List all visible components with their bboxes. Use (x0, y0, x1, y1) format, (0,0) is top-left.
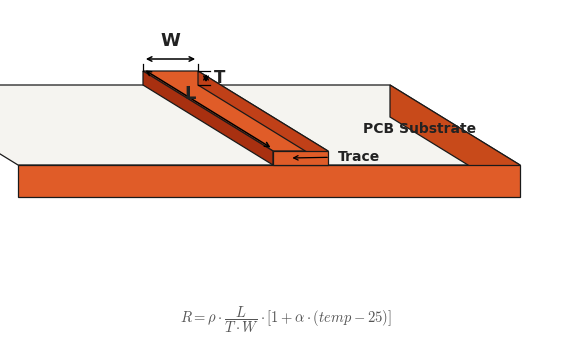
Text: Trace: Trace (338, 149, 380, 163)
Polygon shape (390, 85, 520, 197)
Polygon shape (18, 165, 520, 197)
Polygon shape (143, 71, 328, 151)
Polygon shape (198, 71, 328, 165)
Polygon shape (273, 151, 328, 165)
Text: $R = \rho \cdot \dfrac{L}{T \cdot W} \cdot [1 + \alpha \cdot (temp - 25)]$: $R = \rho \cdot \dfrac{L}{T \cdot W} \cd… (180, 305, 392, 335)
Text: PCB Substrate: PCB Substrate (363, 122, 476, 136)
Polygon shape (143, 71, 273, 165)
Polygon shape (0, 85, 520, 165)
Text: T: T (214, 69, 225, 87)
Text: L: L (184, 85, 196, 103)
Text: W: W (161, 32, 180, 50)
